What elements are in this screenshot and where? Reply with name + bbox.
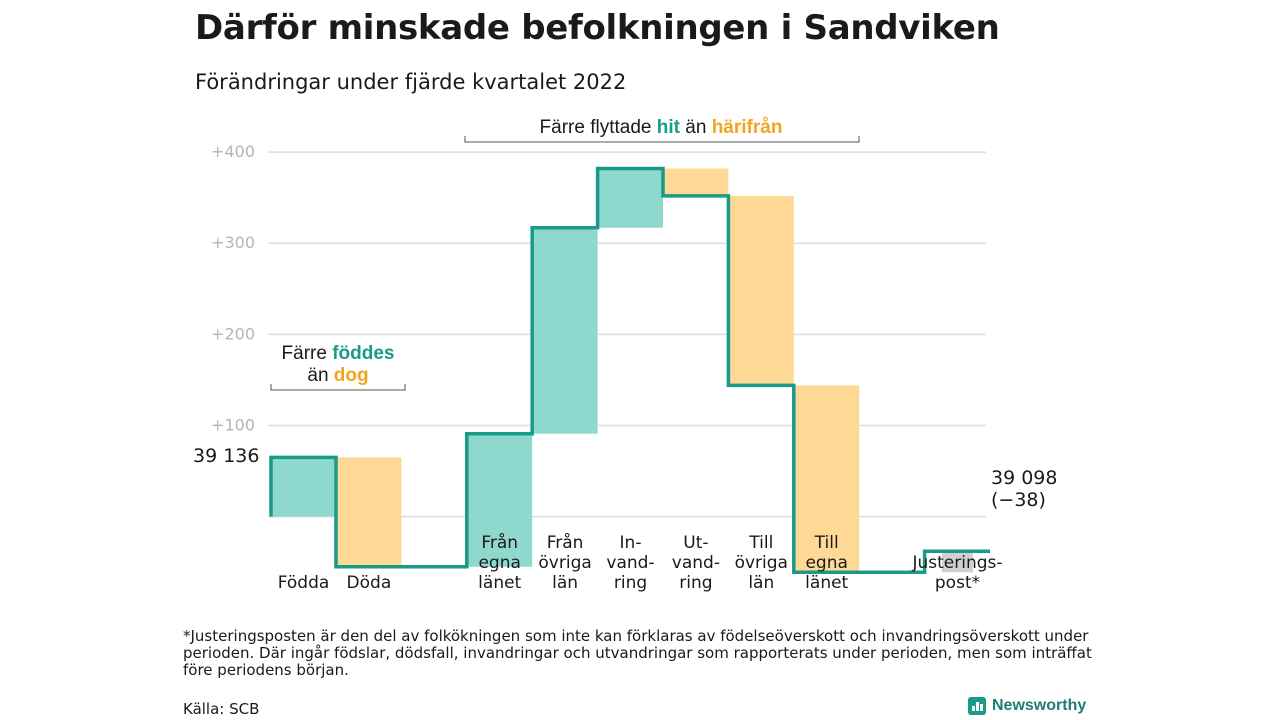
category-label: länet — [478, 573, 521, 593]
y-tick-label: +100 — [211, 416, 255, 435]
category-label: övriga — [735, 553, 788, 573]
category-label: övriga — [538, 553, 591, 573]
category-label: Till — [748, 533, 773, 553]
category-label: Från — [547, 532, 584, 553]
brand-name: Newsworthy — [992, 697, 1087, 714]
bar-increase — [467, 433, 533, 567]
bar-decrease — [336, 457, 402, 567]
category-labels: Födda DödaFrånegnalänetFrånövrigalänIn-va… — [278, 532, 1003, 593]
end-change-label: (−38) — [991, 489, 1046, 511]
category-label: Justerings- — [911, 553, 1002, 573]
bars — [271, 168, 973, 573]
category-label: Ut- — [683, 533, 708, 553]
bar-increase — [532, 227, 598, 434]
category-label: egna — [805, 553, 847, 573]
ann-bd-highlight-1: föddes — [332, 343, 394, 364]
ann-bd-prefix-1: Färre — [282, 343, 333, 364]
category-label: ring — [679, 573, 712, 593]
y-tick-label: +200 — [211, 324, 255, 343]
svg-text:Färre föddes: Färre föddes — [282, 343, 395, 364]
category-label: vand- — [672, 553, 720, 573]
ann-bd-highlight-2: dog — [334, 365, 369, 386]
ann-mig-middle: än — [680, 117, 712, 138]
bar-decrease — [663, 168, 729, 196]
category-label: ring — [614, 573, 647, 593]
source-label: Källa: SCB — [183, 700, 260, 718]
bar-adjustment — [942, 551, 973, 573]
births-deaths-annotation: Färre föddes än dog — [270, 343, 406, 391]
step-line — [269, 166, 990, 574]
bar-chart-icon — [968, 697, 986, 715]
category-label: post* — [935, 573, 980, 593]
ann-bd-prefix-2: än — [307, 365, 333, 386]
category-label: Till — [814, 533, 839, 553]
bar-decrease — [728, 195, 794, 386]
category-label: Från — [481, 532, 518, 553]
brand-logo: Newsworthy — [968, 697, 1086, 715]
chart-title: Därför minskade befolkningen i Sandviken — [195, 8, 1000, 48]
start-value-label: 39 136 — [193, 445, 259, 467]
ann-mig-bracket — [464, 136, 860, 143]
y-tick-label: +300 — [211, 233, 255, 252]
svg-text:än dog: än dog — [307, 365, 368, 386]
category-label: länet — [805, 573, 848, 593]
bar-increase — [598, 168, 663, 228]
footnote: *Justeringsposten är den del av folkökni… — [183, 627, 1092, 679]
category-label: län — [748, 573, 774, 593]
y-axis-ticks: +100 +200 +300 +400 — [211, 142, 255, 434]
category-label: egna — [478, 553, 520, 573]
waterfall-chart: +100+200+300+400 Födda DödaFrånegnalänetF… — [193, 117, 1057, 593]
ann-mig-highlight-1: hit — [657, 117, 681, 138]
category-label: Födda — [278, 573, 330, 593]
svg-text:Färre flyttade hit än härifrån: Färre flyttade hit än härifrån — [540, 117, 783, 138]
migration-annotation: Färre flyttade hit än härifrån — [464, 117, 860, 143]
y-tick-label: +400 — [211, 142, 255, 161]
category-label: In- — [620, 533, 642, 553]
ann-mig-highlight-2: härifrån — [712, 117, 783, 138]
category-label: län — [552, 573, 578, 593]
end-value-label: 39 098 — [991, 467, 1057, 489]
category-label: vand- — [606, 553, 654, 573]
category-label: Döda — [347, 573, 392, 593]
chart-subtitle: Förändringar under fjärde kvartalet 2022 — [195, 70, 627, 94]
ann-bd-bracket — [270, 384, 406, 391]
bar-increase — [271, 457, 336, 517]
ann-mig-prefix: Färre flyttade — [540, 117, 657, 138]
bar-decrease — [794, 385, 860, 573]
